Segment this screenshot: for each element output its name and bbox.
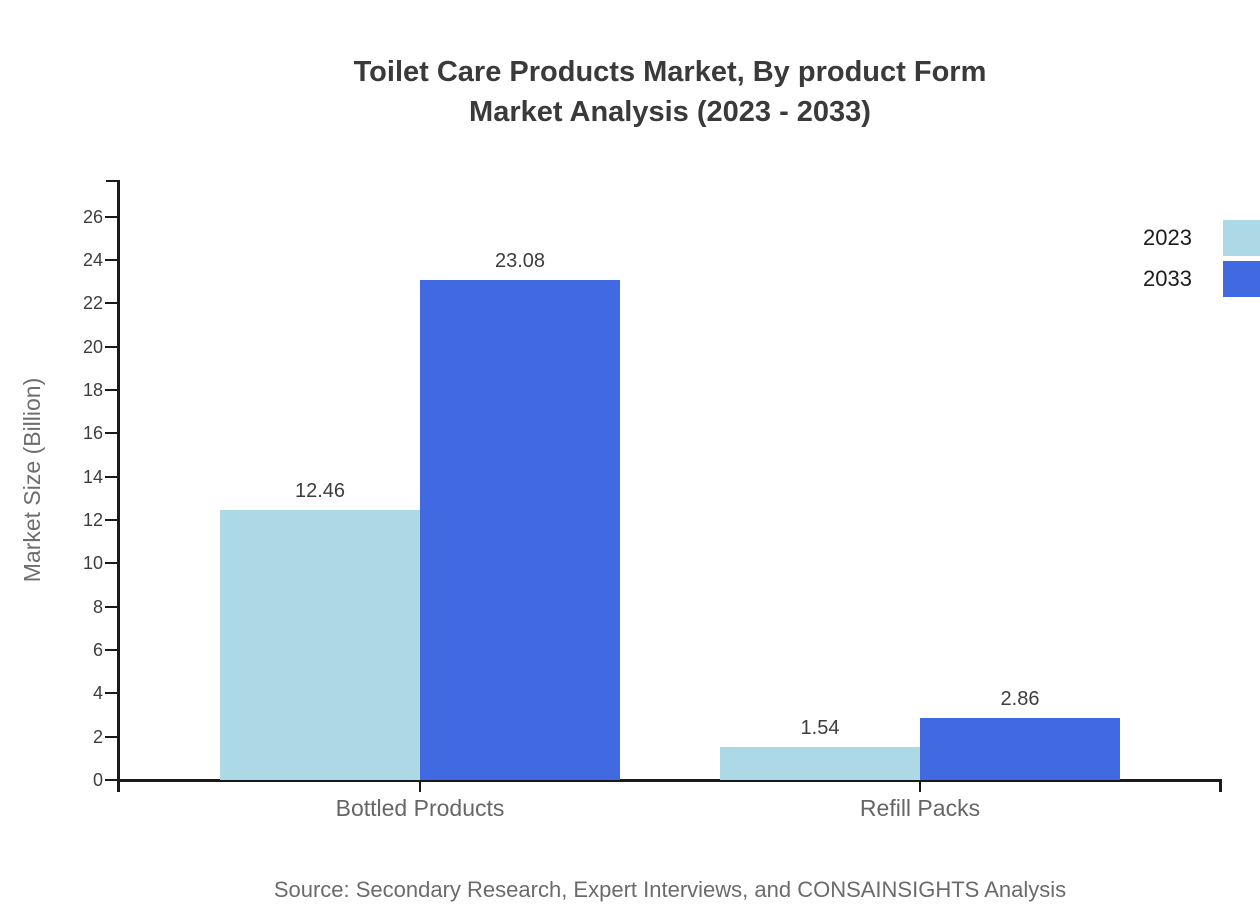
bar-2023-refill-packs bbox=[720, 746, 920, 780]
y-tick-10 bbox=[105, 562, 118, 565]
x-axis-line bbox=[117, 779, 1222, 782]
y-tick-16 bbox=[105, 432, 118, 435]
y-tick-6 bbox=[105, 649, 118, 652]
chart-title: Toilet Care Products Market, By product … bbox=[80, 52, 1260, 132]
y-tick-26 bbox=[105, 215, 118, 218]
y-tick-label-16: 16 bbox=[82, 423, 103, 444]
y-tick-20 bbox=[105, 345, 118, 348]
y-tick-label-22: 22 bbox=[82, 293, 103, 314]
bar-value-2023-refill-packs: 1.54 bbox=[800, 716, 840, 739]
y-tick-0 bbox=[105, 779, 118, 781]
y-tick-label-24: 24 bbox=[82, 250, 103, 271]
bar-2023-bottled-products bbox=[220, 510, 420, 780]
legend-label-2023: 2023 bbox=[1143, 225, 1192, 250]
y-tick-14 bbox=[105, 475, 118, 478]
bar-2033-refill-packs bbox=[920, 718, 1120, 780]
x-tick-refill-packs bbox=[919, 780, 921, 792]
category-label-refill-packs: Refill Packs bbox=[859, 795, 981, 821]
y-tick-18 bbox=[105, 389, 118, 392]
y-axis-line bbox=[117, 180, 120, 792]
y-tick-22 bbox=[105, 302, 118, 305]
y-tick-label-12: 12 bbox=[82, 510, 103, 531]
y-tick-label-14: 14 bbox=[82, 466, 103, 487]
y-tick-24 bbox=[105, 259, 118, 262]
y-tick-label-26: 26 bbox=[82, 206, 103, 227]
y-axis-top-cap-tick bbox=[106, 180, 118, 182]
y-tick-label-8: 8 bbox=[92, 596, 103, 617]
y-tick-label-10: 10 bbox=[82, 553, 103, 574]
bar-value-2033-bottled-products: 23.08 bbox=[494, 250, 546, 273]
y-tick-label-2: 2 bbox=[92, 726, 103, 747]
y-tick-label-18: 18 bbox=[82, 380, 103, 401]
x-tick-bottled-products bbox=[419, 780, 421, 792]
y-tick-label-20: 20 bbox=[82, 336, 103, 357]
y-tick-12 bbox=[105, 519, 118, 522]
legend-label-2033: 2033 bbox=[1143, 266, 1192, 291]
source-attribution: Source: Secondary Research, Expert Inter… bbox=[273, 877, 1067, 902]
y-tick-4 bbox=[105, 692, 118, 695]
bar-value-2033-refill-packs: 2.86 bbox=[1000, 688, 1040, 711]
y-tick-2 bbox=[105, 735, 118, 738]
y-tick-label-6: 6 bbox=[92, 640, 103, 661]
bar-2033-bottled-products bbox=[420, 280, 620, 780]
chart-title-line2: Market Analysis (2023 - 2033) bbox=[469, 96, 871, 128]
bar-value-2023-bottled-products: 12.46 bbox=[294, 480, 346, 503]
legend-swatch-2023 bbox=[1223, 220, 1260, 256]
y-tick-8 bbox=[105, 605, 118, 608]
y-tick-label-0: 0 bbox=[92, 770, 103, 790]
category-label-bottled-products: Bottled Products bbox=[335, 795, 505, 821]
chart-title-line1: Toilet Care Products Market, By product … bbox=[353, 56, 987, 88]
x-axis-right-end-tick bbox=[1219, 780, 1222, 792]
legend-swatch-2033 bbox=[1223, 261, 1260, 297]
y-tick-label-4: 4 bbox=[92, 683, 103, 704]
